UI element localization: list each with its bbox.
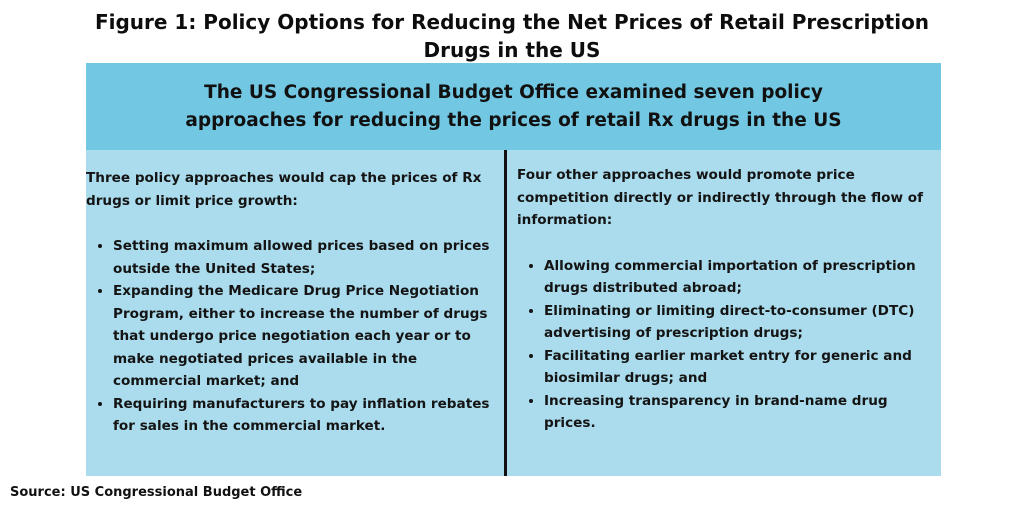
- panel-header: The US Congressional Budget Office exami…: [86, 63, 941, 150]
- right-intro: Four other approaches would promote pric…: [517, 167, 924, 228]
- source-note: Source: US Congressional Budget Office: [10, 485, 303, 500]
- list-item: Expanding the Medicare Drug Price Negoti…: [113, 280, 498, 393]
- list-item: Facilitating earlier market entry for ge…: [544, 345, 935, 390]
- figure-title: Figure 1: Policy Options for Reducing th…: [0, 8, 1024, 64]
- left-list: Setting maximum allowed prices based on …: [86, 235, 498, 438]
- header-line-1: The US Congressional Budget Office exami…: [204, 81, 823, 103]
- header-line-2: approaches for reducing the prices of re…: [185, 109, 842, 131]
- list-item: Increasing transparency in brand-name dr…: [544, 390, 935, 435]
- policy-panel: The US Congressional Budget Office exami…: [86, 63, 941, 476]
- right-list: Allowing commercial importation of presc…: [517, 255, 935, 435]
- list-item: Setting maximum allowed prices based on …: [113, 235, 498, 280]
- column-divider: [504, 150, 507, 476]
- figure-title-line-1: Figure 1: Policy Options for Reducing th…: [94, 10, 930, 34]
- left-column: Three policy approaches would cap the pr…: [86, 167, 498, 438]
- list-item: Requiring manufacturers to pay inflation…: [113, 393, 498, 438]
- list-item: Allowing commercial importation of presc…: [544, 255, 935, 300]
- left-intro: Three policy approaches would cap the pr…: [86, 170, 482, 209]
- list-item: Eliminating or limiting direct-to-consum…: [544, 300, 935, 345]
- figure-title-line-2: Drugs in the US: [423, 38, 601, 62]
- right-column: Four other approaches would promote pric…: [517, 164, 935, 435]
